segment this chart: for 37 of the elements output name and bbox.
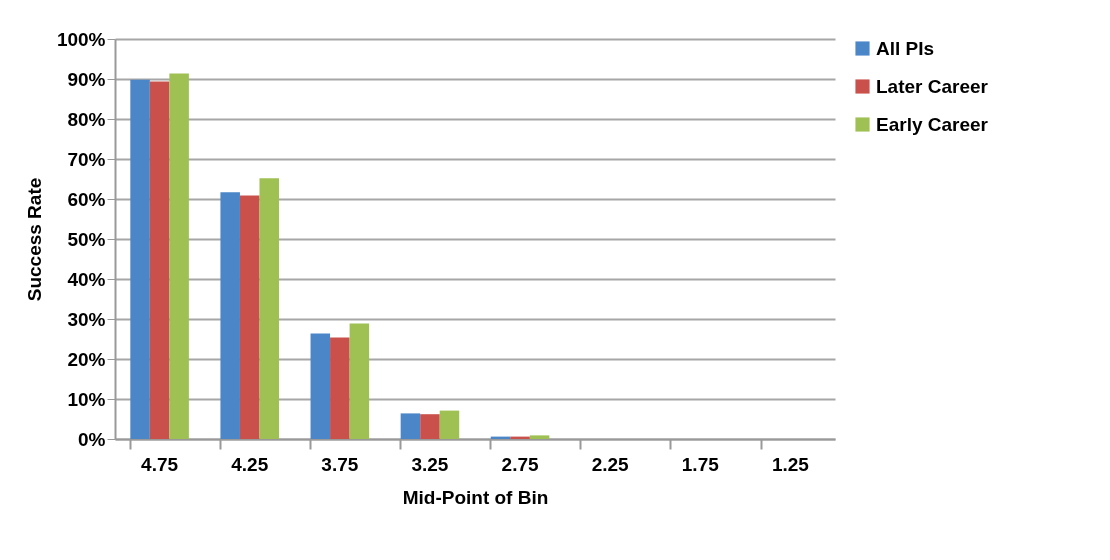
legend-label: All PIs: [876, 37, 935, 59]
y-tick-label: 10%: [67, 388, 106, 410]
y-tick-label: 90%: [67, 68, 106, 90]
y-tick-label: 40%: [67, 268, 106, 290]
y-tick-label: 0%: [78, 428, 106, 450]
legend-label: Later Career: [876, 75, 989, 97]
x-tick-label: 4.25: [231, 453, 269, 475]
bar: [310, 333, 331, 439]
bar: [149, 81, 170, 439]
x-axis-title: Mid-Point of Bin: [402, 486, 549, 508]
bar: [239, 195, 260, 439]
y-tick-label: 30%: [67, 308, 106, 330]
y-tick-label: 50%: [67, 228, 106, 250]
bar: [130, 79, 150, 439]
x-tick-label: 4.75: [141, 453, 179, 475]
y-axis-title: Success Rate: [23, 177, 45, 302]
x-tick-label: 2.25: [591, 453, 630, 475]
bar: [259, 178, 280, 439]
y-tick-label: 100%: [56, 28, 106, 50]
y-tick-label: 20%: [67, 348, 106, 370]
bar: [420, 414, 440, 439]
x-tick-label: 1.75: [681, 453, 720, 475]
y-tick-label: 80%: [67, 108, 106, 130]
bar: [349, 323, 370, 439]
bar: [400, 413, 421, 439]
bar: [220, 192, 240, 439]
bar: [529, 435, 550, 439]
x-tick-label: 3.25: [411, 453, 449, 475]
x-tick-label: 2.75: [501, 453, 539, 475]
bar: [169, 73, 189, 439]
x-tick-label: 1.25: [771, 453, 810, 475]
bar: [439, 410, 460, 439]
x-tick-label: 3.75: [321, 453, 359, 475]
legend-label: Early Career: [876, 113, 989, 135]
y-tick-label: 70%: [67, 148, 106, 170]
bar: [330, 337, 350, 439]
y-tick-label: 60%: [67, 188, 106, 210]
